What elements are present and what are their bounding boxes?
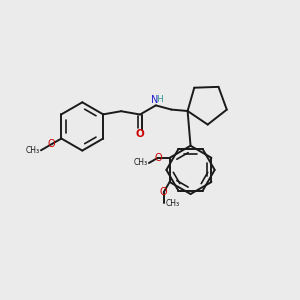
Text: CH₃: CH₃ bbox=[166, 199, 180, 208]
Text: N: N bbox=[151, 94, 158, 104]
Text: CH₃: CH₃ bbox=[134, 158, 148, 167]
Text: O: O bbox=[136, 129, 144, 139]
Text: H: H bbox=[157, 95, 163, 104]
Text: O: O bbox=[154, 153, 162, 163]
Text: O: O bbox=[48, 139, 56, 149]
Text: O: O bbox=[160, 187, 168, 197]
Text: CH₃: CH₃ bbox=[26, 146, 40, 155]
